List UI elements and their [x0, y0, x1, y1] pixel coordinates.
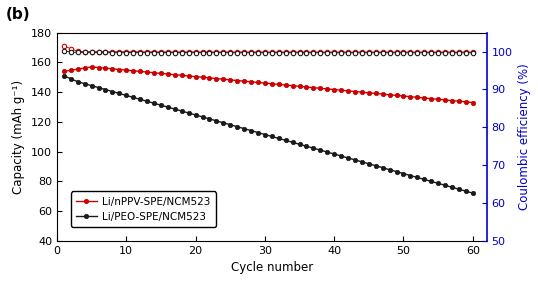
Text: (b): (b) [5, 7, 30, 22]
Li/nPPV-SPE/NCM523 [137, 70, 143, 73]
Li/PEO-SPE/NCM523 [61, 74, 67, 78]
Li/nPPV-SPE/NCM523 [470, 101, 476, 104]
Li/nPPV-SPE/NCM523 [88, 65, 95, 69]
Li/PEO-SPE/NCM523 [199, 115, 206, 119]
Li/PEO-SPE/NCM523 [130, 96, 137, 99]
Legend: Li/nPPV-SPE/NCM523, Li/PEO-SPE/NCM523: Li/nPPV-SPE/NCM523, Li/PEO-SPE/NCM523 [71, 191, 216, 227]
Li/PEO-SPE/NCM523 [179, 109, 185, 113]
Line: Li/nPPV-SPE/NCM523: Li/nPPV-SPE/NCM523 [62, 65, 475, 105]
Li/nPPV-SPE/NCM523 [206, 76, 213, 80]
Li/PEO-SPE/NCM523 [470, 191, 476, 195]
Li/nPPV-SPE/NCM523 [186, 74, 192, 78]
Line: Li/PEO-SPE/NCM523: Li/PEO-SPE/NCM523 [62, 74, 475, 195]
Y-axis label: Coulombic efficiency (%): Coulombic efficiency (%) [518, 63, 531, 210]
X-axis label: Cycle number: Cycle number [231, 261, 313, 274]
Li/nPPV-SPE/NCM523 [324, 87, 330, 91]
Li/nPPV-SPE/NCM523 [61, 70, 67, 73]
Li/PEO-SPE/NCM523 [317, 148, 323, 152]
Li/PEO-SPE/NCM523 [165, 105, 171, 109]
Li/nPPV-SPE/NCM523 [199, 76, 206, 79]
Y-axis label: Capacity (mAh g⁻¹): Capacity (mAh g⁻¹) [12, 80, 25, 194]
Li/nPPV-SPE/NCM523 [172, 73, 178, 76]
Li/PEO-SPE/NCM523 [193, 113, 199, 117]
